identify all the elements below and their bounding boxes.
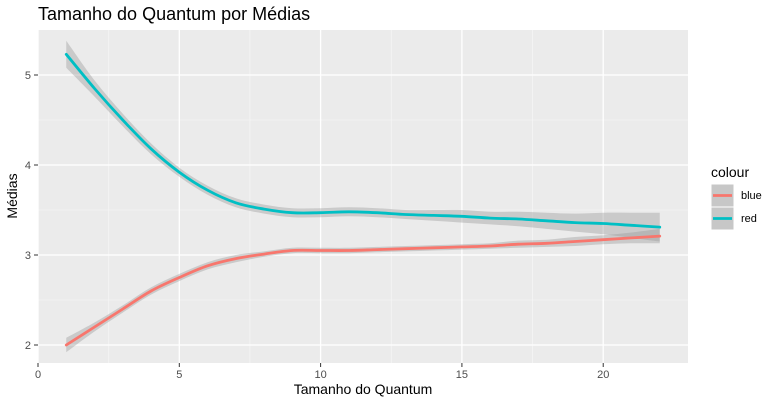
series-line-blue <box>64 234 662 347</box>
confidence-band-red <box>66 40 660 242</box>
x-tick-label: 0 <box>35 369 41 381</box>
y-tick-label: 3 <box>25 250 31 262</box>
x-tick-label: 20 <box>597 369 609 381</box>
minor-grid <box>38 30 688 363</box>
x-tick-label: 5 <box>176 369 182 381</box>
major-grid <box>37 30 688 363</box>
x-axis-ticks: 0 5 10 15 20 <box>35 363 609 381</box>
legend: colour blue red <box>710 164 762 231</box>
y-tick-label: 4 <box>25 160 31 172</box>
series-lines <box>64 52 662 347</box>
chart-title: Tamanho do Quantum por Médias <box>38 4 310 24</box>
x-tick-label: 15 <box>456 369 468 381</box>
plot-panel <box>38 30 688 363</box>
legend-title: colour <box>711 164 749 180</box>
y-axis-title: Médias <box>4 173 20 218</box>
x-axis-title: Tamanho do Quantum <box>294 381 433 397</box>
x-tick-label: 10 <box>314 369 326 381</box>
y-axis-ticks: 2 3 4 5 <box>25 70 38 352</box>
y-tick-label: 2 <box>25 340 31 352</box>
legend-label-blue: blue <box>741 190 762 202</box>
legend-label-red: red <box>741 213 757 225</box>
series-line-red <box>64 52 662 229</box>
y-tick-label: 5 <box>25 70 31 82</box>
